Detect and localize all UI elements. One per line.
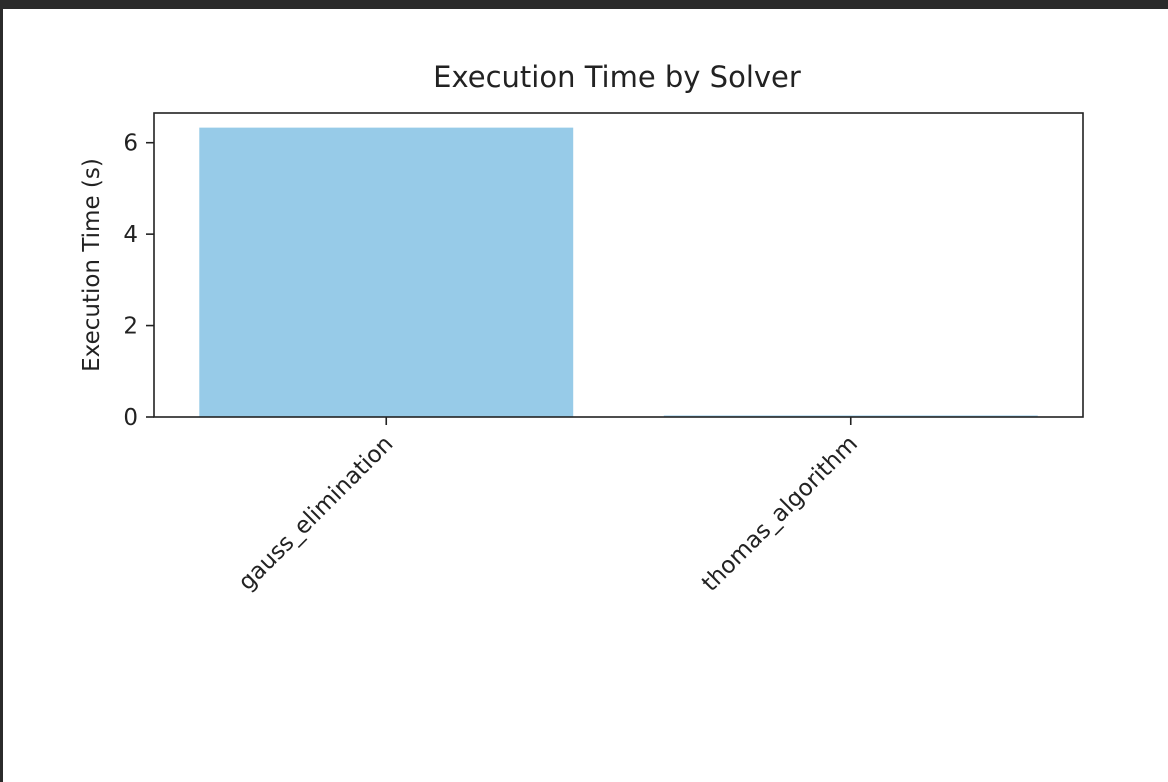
bar-gauss-elimination — [199, 127, 574, 417]
chart-title: Execution Time by Solver — [433, 60, 801, 94]
x-tick-label: thomas_algorithm — [697, 431, 863, 597]
x-axis: gauss_elimination thomas_algorithm — [234, 417, 863, 597]
y-tick-label: 0 — [123, 405, 138, 431]
y-tick-label: 6 — [123, 131, 138, 157]
plot-area — [153, 112, 1084, 418]
x-tick-label: gauss_elimination — [234, 431, 399, 596]
bar-chart: Execution Time by Solver 0 2 4 6 gauss_elim… — [79, 60, 1084, 597]
y-tick-label: 4 — [123, 222, 138, 248]
y-tick-label: 2 — [123, 314, 138, 340]
bar-group — [199, 127, 1038, 417]
figure-canvas: Execution Time by Solver 0 2 4 6 gauss_elim… — [3, 9, 1168, 782]
y-axis: 0 2 4 6 — [123, 131, 154, 431]
y-axis-label: Execution Time (s) — [79, 158, 105, 372]
